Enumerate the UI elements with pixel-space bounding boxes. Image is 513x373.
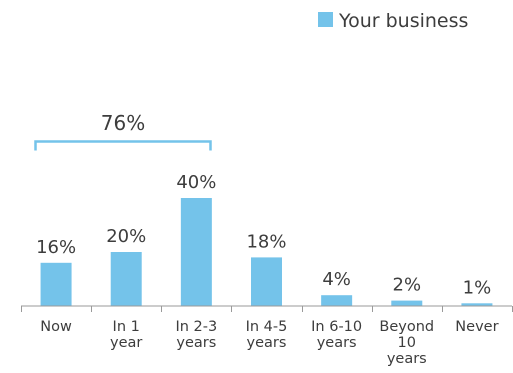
bar-data-label-6: 1% — [463, 277, 492, 298]
x-axis — [21, 305, 513, 312]
bar-data-label-0: 16% — [36, 237, 76, 258]
x-tick-label-1: In 1 year — [110, 319, 142, 351]
bar-4 — [321, 295, 353, 306]
legend-swatch — [318, 12, 333, 27]
bar-3 — [251, 257, 282, 306]
x-tick-labels: Now In 1 year In 2-3 years In 4-5 years In 6-10… — [40, 319, 498, 367]
bar-0 — [40, 262, 72, 306]
bar-1 — [110, 252, 142, 306]
x-tick-label-4: In 6-10 years — [311, 319, 362, 351]
bar-data-labels: 16% 20% 40% 18% 4% 2% 1% — [36, 172, 491, 298]
x-tick-label-2: In 2-3 years — [175, 319, 217, 351]
bracket-annotation: 76% — [34, 111, 212, 151]
x-tick-label-0: Now — [40, 319, 72, 335]
bar-data-label-2: 40% — [176, 172, 216, 193]
x-tick-label-5: Beyond 10 years — [379, 319, 434, 367]
bars — [40, 198, 493, 306]
legend-label: Your business — [338, 10, 468, 32]
bracket-label-0: 76% — [101, 111, 145, 135]
bar-5 — [391, 300, 423, 306]
legend: Your business — [318, 10, 468, 32]
bar-6 — [461, 303, 493, 306]
x-tick-label-3: In 4-5 years — [246, 319, 288, 351]
bracket-line-0 — [34, 140, 212, 151]
bar-data-label-5: 2% — [393, 275, 422, 296]
x-tick-label-6: Never — [455, 319, 498, 335]
bar-data-label-1: 20% — [106, 226, 146, 247]
bar-data-label-4: 4% — [322, 269, 351, 290]
bar-data-label-3: 18% — [246, 231, 286, 252]
bar-2 — [180, 198, 212, 306]
